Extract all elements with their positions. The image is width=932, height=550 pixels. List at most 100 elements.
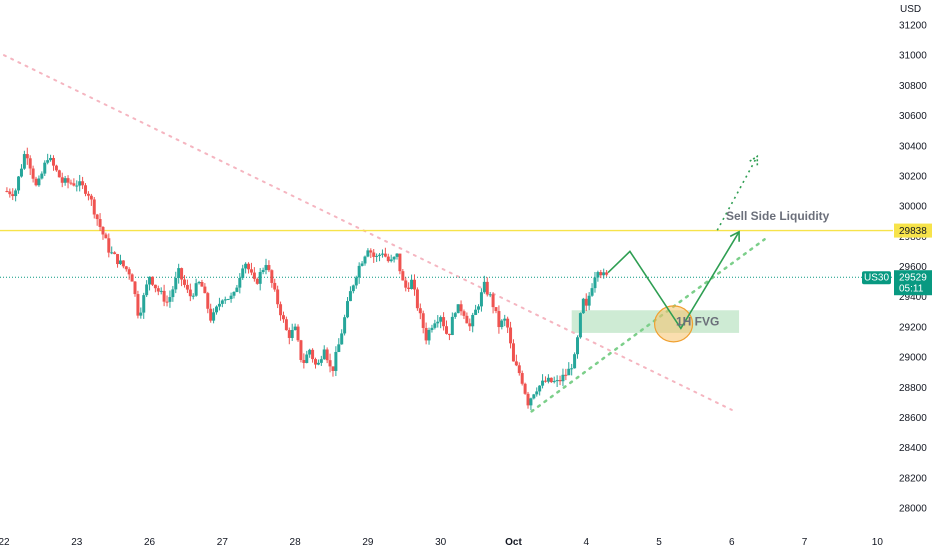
- y-tick-label: 30600: [899, 111, 927, 122]
- candle-up: [450, 316, 454, 336]
- candle-down: [302, 359, 306, 363]
- candle-up: [46, 160, 50, 163]
- candle-up: [392, 256, 396, 260]
- candle-up: [334, 351, 338, 371]
- level-badge: [894, 223, 932, 238]
- candle-down: [133, 281, 137, 295]
- dotted-arrow-head: [749, 154, 759, 166]
- x-tick-label: 27: [217, 537, 229, 548]
- lines-layer: [0, 54, 893, 411]
- candle-down: [412, 279, 416, 290]
- x-tick-label: 10: [872, 537, 884, 548]
- x-tick-label: 28: [290, 537, 302, 548]
- candle-up: [14, 190, 18, 197]
- candle-down: [404, 280, 408, 288]
- level-badge-text: 29838: [899, 226, 927, 237]
- y-tick-label: 29600: [899, 262, 927, 273]
- candle-down: [494, 307, 498, 312]
- candle-down: [325, 349, 329, 361]
- candle-up: [555, 380, 559, 382]
- currency-label: USD: [900, 4, 921, 15]
- candle-down: [386, 256, 390, 262]
- candle-down: [185, 284, 189, 290]
- candle-down: [415, 289, 419, 309]
- candle-down: [72, 183, 76, 186]
- candle-down: [424, 327, 428, 341]
- y-tick-label: 29200: [899, 322, 927, 333]
- candle-up: [174, 277, 178, 290]
- candle-up: [258, 272, 262, 284]
- candle-down: [398, 253, 402, 272]
- candle-up: [148, 276, 152, 285]
- candle-down: [51, 157, 55, 166]
- candle-down: [273, 282, 277, 290]
- candle-down: [116, 254, 120, 265]
- candle-up: [63, 178, 67, 183]
- candle-down: [92, 199, 96, 215]
- candle-up: [366, 250, 370, 257]
- candle-up: [348, 291, 352, 302]
- fvg-label: 1H FVG: [676, 315, 719, 329]
- sell-side-liquidity-label: Sell Side Liquidity: [726, 209, 830, 223]
- candle-up: [226, 299, 230, 301]
- candle-up: [308, 349, 312, 355]
- candle-up: [360, 263, 364, 266]
- candle-up: [244, 263, 248, 269]
- projection-arrow-head: [729, 230, 740, 242]
- candle-down: [279, 304, 283, 316]
- candle-down: [86, 193, 90, 196]
- candle-up: [567, 368, 571, 376]
- candle-up: [596, 272, 600, 278]
- candle-down: [462, 311, 466, 316]
- price-badge: [894, 270, 932, 296]
- candle-up: [215, 306, 219, 313]
- candle-down: [509, 327, 513, 344]
- candle-up: [532, 394, 536, 399]
- candle-down: [313, 359, 317, 365]
- candle-down: [523, 383, 527, 394]
- green-dotted-trendline: [530, 238, 766, 413]
- candle-down: [401, 271, 405, 281]
- symbol-badge-text: US30: [864, 273, 889, 284]
- candle-down: [442, 317, 446, 327]
- candle-up: [261, 270, 265, 273]
- candle-down: [255, 278, 259, 284]
- candle-up: [22, 154, 26, 169]
- candle-down: [104, 234, 108, 239]
- y-tick-label: 30000: [899, 202, 927, 213]
- candle-up: [471, 314, 475, 327]
- candle-down: [526, 393, 530, 406]
- candle-up: [340, 333, 344, 345]
- candle-up: [587, 295, 591, 306]
- y-tick-label: 30800: [899, 81, 927, 92]
- candle-down: [287, 330, 291, 338]
- candle-up: [581, 298, 585, 314]
- candle-down: [57, 170, 61, 178]
- candle-up: [217, 303, 221, 307]
- candle-up: [439, 317, 443, 322]
- candle-up: [503, 318, 507, 321]
- candle-up: [410, 279, 414, 289]
- candle-up: [229, 295, 233, 300]
- x-tick-label: 23: [71, 537, 83, 548]
- y-tick-label: 31000: [899, 51, 927, 62]
- candle-up: [380, 253, 384, 255]
- candle-down: [180, 268, 184, 280]
- candle-down: [165, 301, 169, 303]
- candle-up: [430, 327, 434, 330]
- price-badge-countdown: 05:11: [899, 284, 924, 295]
- candle-up: [427, 329, 431, 341]
- candle-down: [311, 349, 315, 360]
- candle-down: [150, 276, 154, 285]
- candle-up: [241, 268, 245, 279]
- candle-up: [477, 306, 481, 310]
- candle-down: [162, 290, 166, 302]
- x-tick-label: 26: [144, 537, 156, 548]
- candle-down: [188, 289, 192, 297]
- candle-up: [474, 309, 478, 315]
- candle-up: [573, 354, 577, 369]
- candle-up: [375, 255, 379, 257]
- candle-up: [433, 323, 437, 328]
